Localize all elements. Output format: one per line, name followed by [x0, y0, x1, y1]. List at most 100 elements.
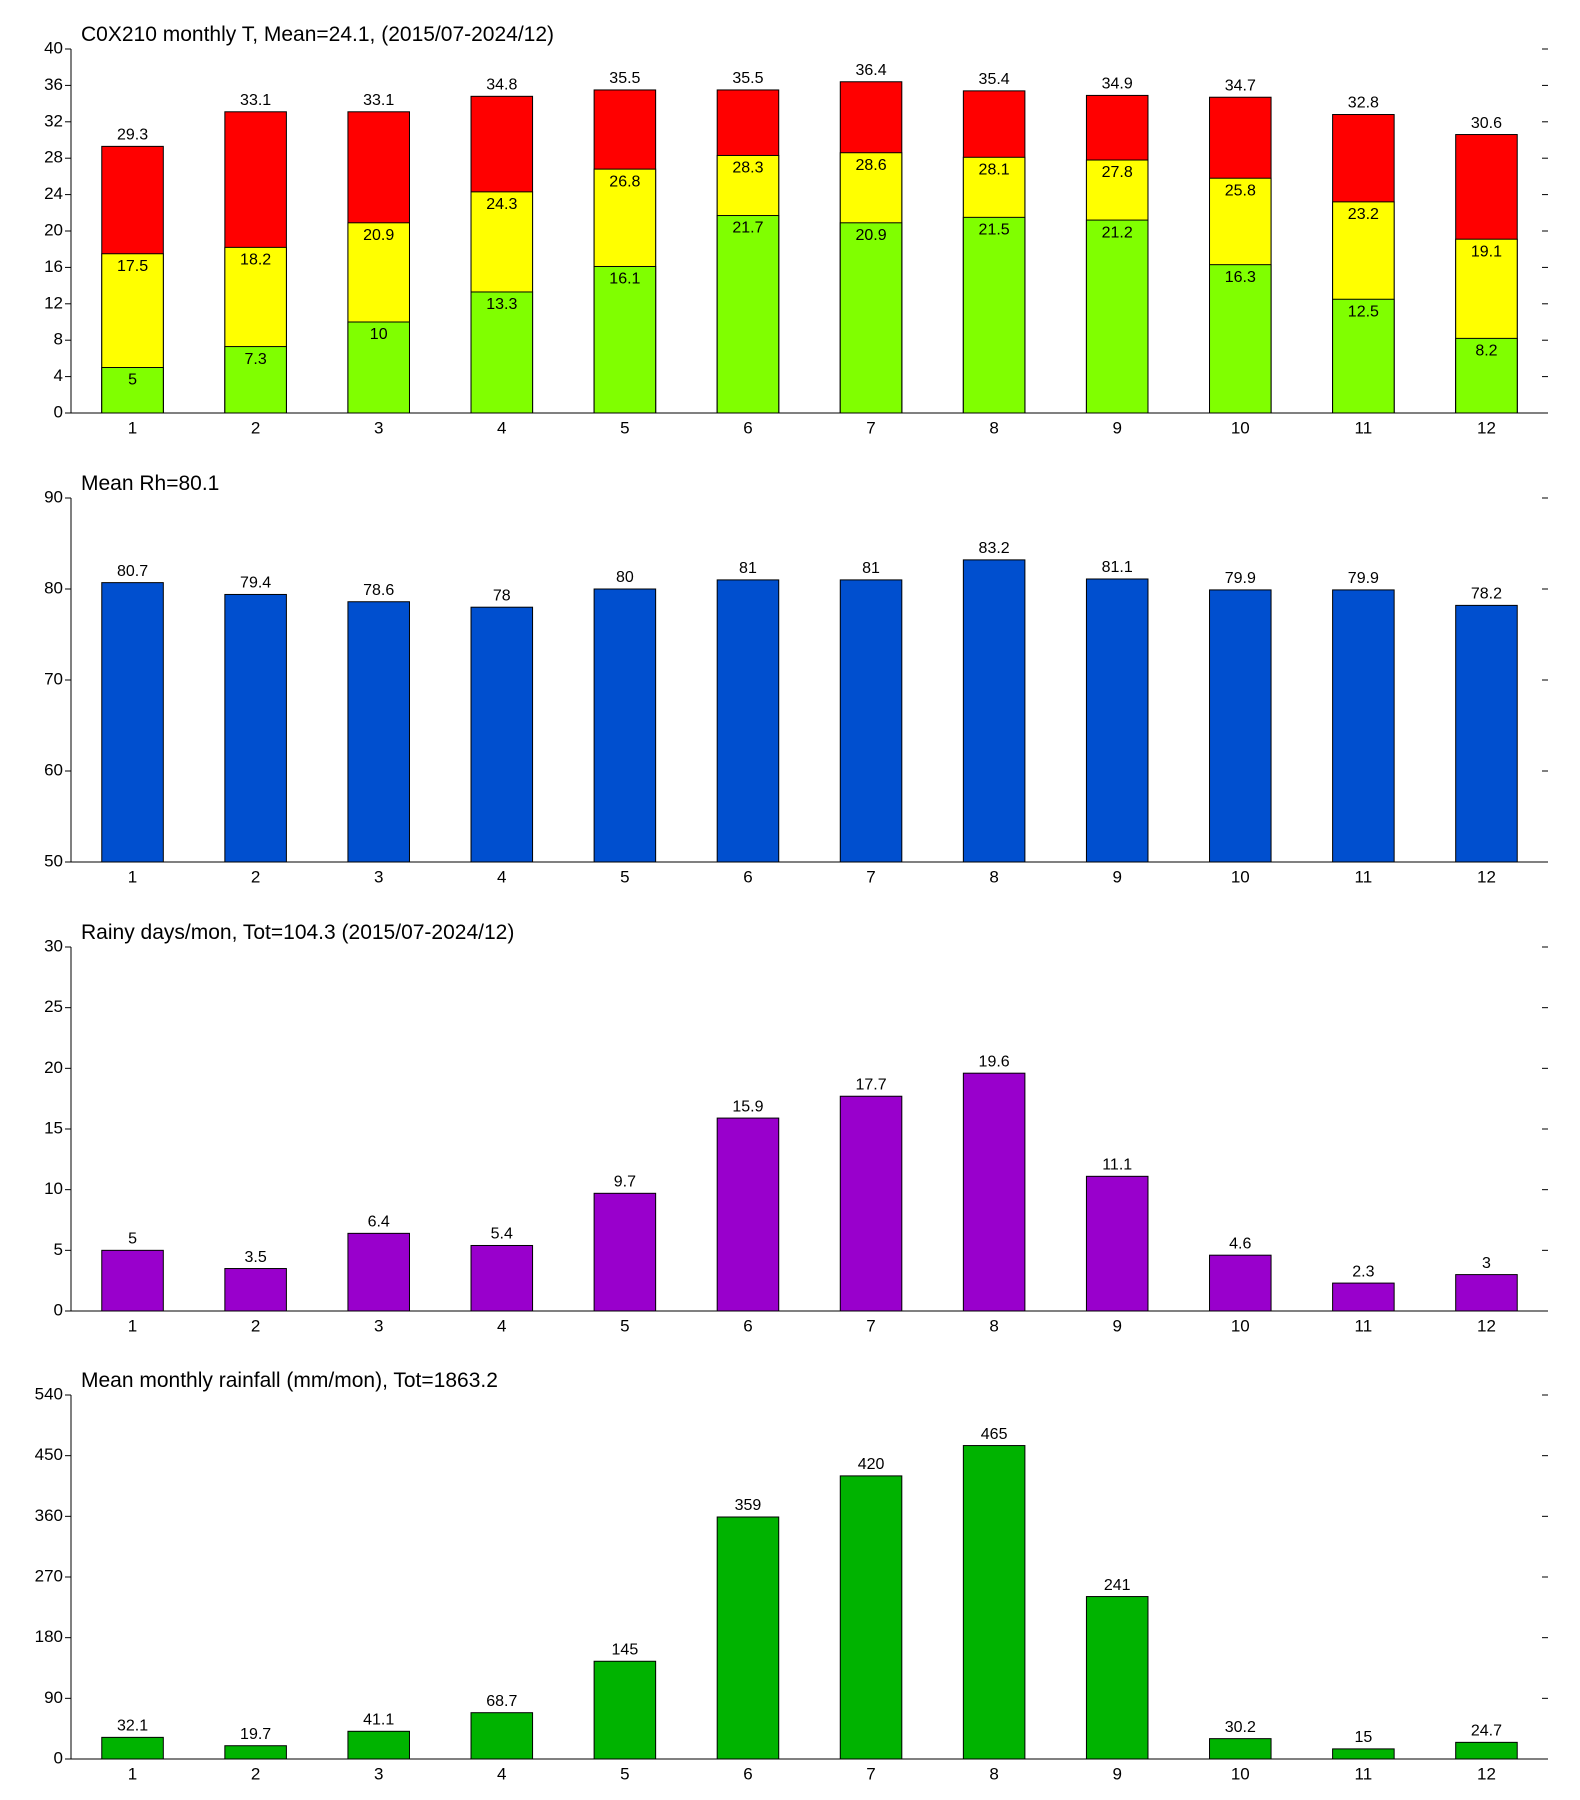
bar: [101, 1249, 164, 1312]
value-label: 241: [1104, 1577, 1131, 1594]
value-label: 10: [370, 326, 388, 343]
value-label: 23.2: [1348, 206, 1379, 223]
bar: [1085, 1175, 1149, 1312]
x-tick-label: 5: [620, 1316, 629, 1335]
x-tick-label: 2: [251, 1316, 260, 1335]
x-tick-label: 11: [1355, 418, 1373, 437]
x-tick-label: 4: [497, 867, 506, 886]
value-label: 34.8: [486, 77, 517, 94]
bar: [962, 559, 1026, 863]
bar: [347, 1730, 410, 1760]
x-tick-label: 12: [1477, 418, 1496, 437]
value-label: 68.7: [486, 1693, 517, 1710]
value-label: 12.5: [1348, 303, 1379, 320]
bar: [716, 215, 780, 414]
value-label: 35.5: [609, 70, 640, 87]
value-label: 80.7: [117, 563, 148, 580]
bar: [1209, 1254, 1272, 1312]
x-tick-label: 4: [497, 1316, 506, 1335]
bar: [962, 1072, 1026, 1312]
bar: [839, 1475, 903, 1760]
x-tick-label: 8: [989, 418, 998, 437]
x-tick-label: 9: [1112, 418, 1121, 437]
y-tick-label: 50: [44, 851, 63, 870]
bar: [470, 606, 534, 863]
y-tick-label: 28: [44, 148, 63, 167]
bar: [101, 1736, 164, 1760]
value-label: 32.1: [117, 1718, 148, 1735]
value-label: 27.8: [1102, 164, 1133, 181]
bar: [716, 1516, 780, 1760]
value-label: 4.6: [1229, 1235, 1251, 1252]
x-tick-label: 5: [620, 418, 629, 437]
x-tick-label: 4: [497, 1764, 506, 1783]
value-label: 78.2: [1471, 586, 1502, 603]
x-tick-label: 1: [128, 867, 137, 886]
value-label: 7.3: [245, 351, 267, 368]
x-tick-label: 2: [251, 1764, 260, 1783]
value-label: 34.7: [1225, 77, 1256, 94]
value-label: 17.7: [855, 1076, 886, 1093]
y-tick-label: 90: [44, 1688, 63, 1707]
y-tick-label: 70: [44, 669, 63, 688]
y-tick-label: 15: [44, 1118, 63, 1137]
bar: [224, 1268, 287, 1312]
y-tick-label: 270: [35, 1566, 63, 1585]
chart-title: Mean Rh=80.1: [81, 472, 219, 495]
bar: [839, 1095, 903, 1312]
value-label: 145: [612, 1641, 639, 1658]
value-label: 15: [1354, 1729, 1372, 1746]
x-tick-label: 10: [1231, 1764, 1250, 1783]
x-tick-label: 3: [374, 1316, 383, 1335]
bar: [470, 1244, 534, 1312]
value-label: 24.3: [486, 196, 517, 213]
bar: [347, 321, 410, 414]
value-label: 465: [981, 1426, 1008, 1443]
value-label: 16.1: [609, 271, 640, 288]
value-label: 33.1: [240, 92, 271, 109]
x-tick-label: 7: [866, 1764, 875, 1783]
x-tick-label: 11: [1355, 867, 1373, 886]
x-tick-label: 9: [1112, 867, 1121, 886]
bar: [1085, 578, 1149, 863]
value-label: 359: [735, 1497, 762, 1514]
bar: [1455, 337, 1518, 414]
bar: [1085, 219, 1149, 414]
bar: [101, 582, 164, 863]
value-label: 19.1: [1471, 243, 1502, 260]
x-tick-label: 3: [374, 418, 383, 437]
bar: [593, 1192, 657, 1312]
value-label: 28.3: [732, 160, 763, 177]
bar: [962, 1445, 1026, 1760]
value-label: 26.8: [609, 173, 640, 190]
y-tick-label: 40: [44, 38, 63, 57]
y-tick-label: 20: [44, 1058, 63, 1077]
value-label: 79.9: [1348, 570, 1379, 587]
value-label: 41.1: [363, 1712, 394, 1729]
value-label: 5: [128, 1231, 137, 1248]
bar: [1085, 1596, 1149, 1760]
y-tick-label: 90: [44, 487, 63, 506]
bar: [593, 1660, 657, 1760]
x-tick-label: 6: [743, 1316, 752, 1335]
bar: [716, 1117, 780, 1312]
bar: [716, 579, 780, 863]
bar: [224, 1745, 287, 1760]
bar: [1209, 1738, 1272, 1760]
value-label: 18.2: [240, 252, 271, 269]
value-label: 28.6: [855, 157, 886, 174]
x-tick-label: 7: [866, 418, 875, 437]
y-tick-label: 20: [44, 220, 63, 239]
y-tick-label: 8: [54, 330, 63, 349]
x-tick-label: 4: [497, 418, 506, 437]
value-label: 30.2: [1225, 1719, 1256, 1736]
y-tick-label: 0: [54, 402, 63, 421]
y-tick-label: 30: [44, 936, 63, 955]
value-label: 6.4: [368, 1214, 390, 1231]
bar: [839, 222, 903, 414]
bar: [470, 291, 534, 414]
bar: [839, 579, 903, 863]
bar: [1209, 264, 1272, 414]
value-label: 30.6: [1471, 115, 1502, 132]
x-tick-label: 3: [374, 867, 383, 886]
